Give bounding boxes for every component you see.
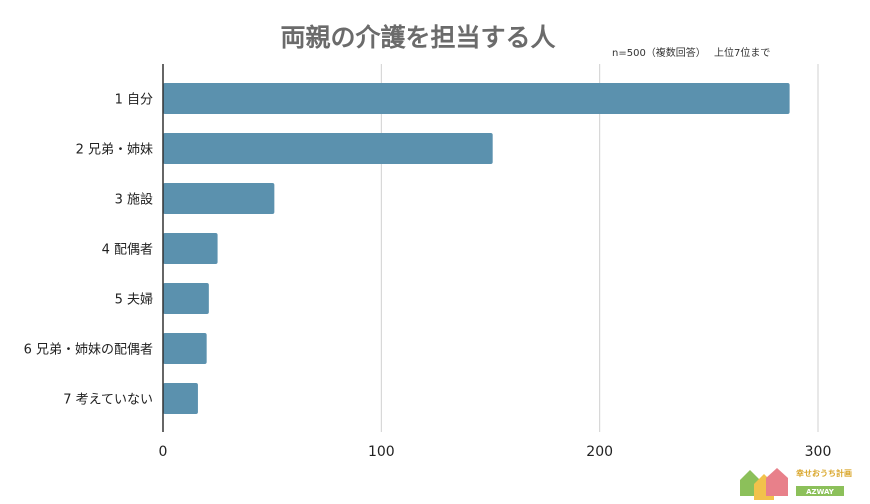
bar	[163, 333, 207, 364]
bar	[163, 283, 209, 314]
category-label: 2 兄弟・姉妹	[76, 143, 153, 158]
bar	[163, 183, 275, 214]
azway-logo: 幸せおうち計画 AZWAY	[740, 468, 852, 500]
category-label: 6 兄弟・姉妹の配偶者	[24, 343, 153, 358]
category-label: 7 考えていない	[63, 393, 153, 408]
chart-note: n=500（複数回答） 上位7位まで	[612, 48, 771, 59]
category-label: 1 自分	[115, 93, 153, 108]
bar	[163, 233, 218, 264]
bar	[163, 383, 198, 414]
logo-brand: AZWAY	[806, 488, 835, 496]
category-label: 5 夫婦	[115, 292, 153, 308]
x-tick-label: 300	[805, 444, 832, 460]
x-tick-label: 100	[368, 444, 395, 460]
category-label: 4 配偶者	[102, 243, 153, 258]
logo-text: 幸せおうち計画	[796, 468, 852, 478]
category-label: 3 施設	[115, 192, 153, 208]
bar	[163, 83, 790, 114]
x-tick-label: 200	[586, 444, 613, 460]
bar	[163, 133, 493, 164]
chart-title: 両親の介護を担当する人	[280, 23, 556, 52]
x-tick-label: 0	[159, 444, 168, 460]
